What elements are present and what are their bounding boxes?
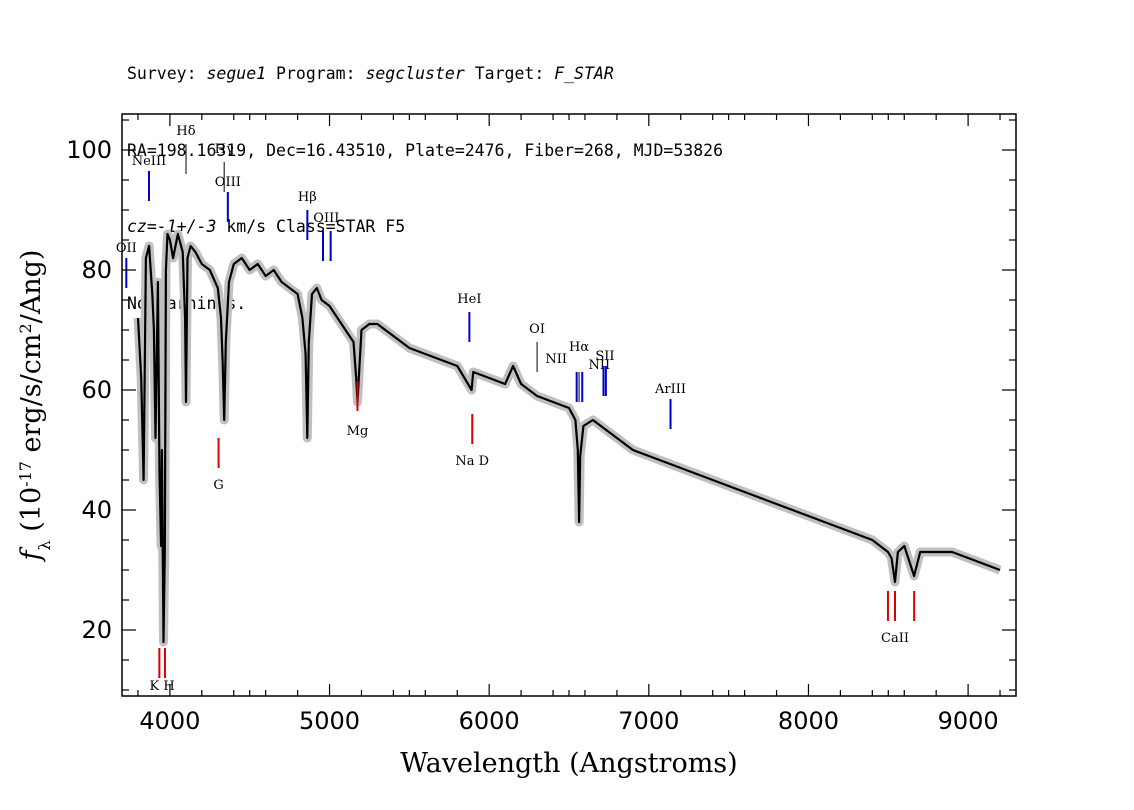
line-marker-label: NeIII [132,154,166,169]
line-marker-label: NII [589,358,611,373]
y-axis-label-part: -17 [16,461,35,487]
target-value: F_STAR [554,64,614,83]
program-label: Program: [266,64,366,83]
header-line-coordinates: RA=198.16319, Dec=16.43510, Plate=2476, … [127,140,724,160]
survey-value: segue1 [206,64,267,83]
x-tick-label: 5000 [299,707,360,735]
spectrum-header: Survey: segue1 Program: segcluster Targe… [127,10,723,342]
class-value: km/s Class=STAR F5 [216,217,406,236]
flux-layer [136,232,1001,644]
line-marker-label: G [213,478,223,493]
line-marker-label: ArIII [654,382,686,397]
x-tick-label: 7000 [618,707,679,735]
header-line-survey: Survey: segue1 Program: segcluster Targe… [127,61,723,87]
y-axis-label-part: 2 [16,323,35,333]
ticks-layer: 4000 5000 6000 7000 8000 9000 20 40 60 80 100 [66,114,1016,735]
line-marker-label: K H [149,679,174,694]
x-tick-label: 6000 [459,707,520,735]
y-axis-label-part: erg/s/cm [16,334,47,462]
line-marker-label: SII [595,349,614,364]
y-tick-label: 20 [81,616,112,644]
y-tick-label: 60 [81,376,112,404]
y-tick-label: 80 [81,256,112,284]
y-axis-label-part: (10 [16,487,47,540]
line-marker-label: OII [116,241,137,256]
line-marker-label: Hβ [298,190,317,205]
header-line-redshift: cz=-1+/-3 km/s Class=STAR F5 [127,214,723,240]
line-marker-label: OI [529,322,545,337]
x-axis-label: Wavelength (Angstroms) [400,748,737,779]
target-label: Target: [464,64,555,83]
line-marker-label: HeI [457,292,481,307]
y-tick-label: 100 [66,136,112,164]
error-band-layer [133,229,1002,647]
x-tick-label: 8000 [778,707,839,735]
line-marker-label: Hα [569,340,589,355]
redshift-value: cz=-1+/-3 [127,217,217,236]
line-marker-label: NII [545,352,567,367]
y-axis-label: fλ (10-17 erg/s/cm2/Ang) [16,250,54,563]
line-marker-label: Hδ [176,124,195,139]
line-marker-label: Na D [455,454,489,469]
line-marker-label: Mg [347,424,369,439]
survey-label: Survey: [127,64,207,83]
x-tick-label: 9000 [938,707,999,735]
y-tick-label: 40 [81,496,112,524]
flux-series-line [136,232,1001,644]
line-marker-label: OIII [215,175,241,190]
x-tick-label: 4000 [139,707,200,735]
error-band [133,229,1002,647]
y-axis-label-part: f [16,546,47,562]
line-markers-layer: OIINeIIIHδHγOIIIHβOIIIHeIOINIIHαNIISIIAr… [116,124,916,694]
line-marker-label: Hγ [215,142,234,157]
line-marker-label: OIII [313,211,339,226]
program-value: segcluster [365,64,465,83]
y-axis-label-part: λ [35,540,54,550]
line-marker-label: CaII [881,631,909,646]
y-axis-label-part: /Ang) [16,250,47,324]
